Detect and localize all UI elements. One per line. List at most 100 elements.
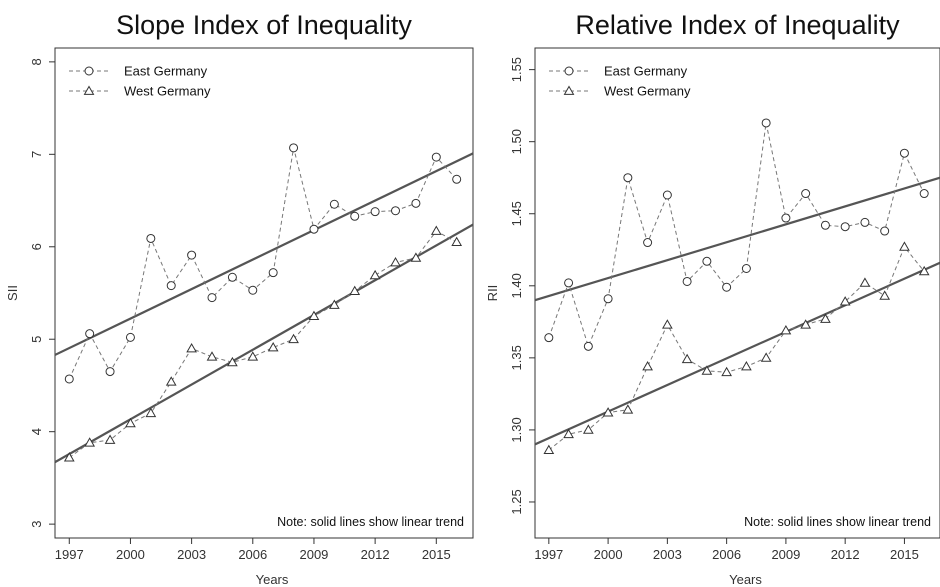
rii-west-point	[582, 424, 594, 434]
sii-west-point	[288, 333, 299, 344]
rii-y-tick-label: 1.50	[509, 129, 524, 154]
rii-west-point	[741, 360, 752, 371]
rii-east-series-line	[548, 122, 925, 348]
sii-y-tick-label: 7	[29, 151, 44, 158]
sii-west-point	[267, 342, 279, 352]
sii-east-point	[146, 233, 156, 243]
sii-east-point	[411, 198, 421, 208]
rii-west-point	[642, 360, 653, 371]
sii-west-point	[206, 351, 218, 361]
sii-west-trend-line	[55, 223, 473, 464]
sii-west-point	[369, 269, 381, 280]
rii-west-point	[879, 290, 891, 300]
rii-y-tick-label: 1.45	[509, 201, 524, 226]
rii-x-tick-label: 2006	[712, 547, 741, 562]
sii-chart-title: Slope Index of Inequality	[116, 10, 412, 40]
rii-y-tick-label: 1.55	[509, 57, 524, 82]
rii-x-tick-label: 2000	[594, 547, 623, 562]
sii-x-tick-label: 2012	[361, 547, 390, 562]
rii-legend-east-label: East Germany	[604, 64, 688, 79]
rii-trend-note: Note: solid lines show linear trend	[744, 515, 931, 529]
rii-x-axis-label: Years	[729, 572, 762, 587]
sii-x-tick-label: 2009	[299, 547, 328, 562]
sii-east-point	[370, 207, 380, 217]
rii-east-point	[722, 282, 732, 292]
sii-west-point	[410, 252, 422, 262]
rii-plot-frame	[534, 47, 940, 539]
rii-y-tick-label: 1.30	[509, 417, 524, 442]
rii-west-point	[780, 324, 792, 335]
rii-west-point	[701, 365, 713, 375]
rii-east-point	[880, 226, 890, 236]
sii-panel: Slope Index of Inequality 1997 2000 2003 200…	[5, 10, 474, 587]
sii-x-tick-label: 1997	[55, 547, 84, 562]
sii-west-point	[390, 256, 401, 267]
rii-legend-west-marker	[563, 85, 575, 95]
rii-x-tick-label: 2012	[831, 547, 860, 562]
sii-east-point	[329, 199, 339, 209]
sii-east-trend-line	[55, 152, 473, 356]
sii-west-point	[125, 417, 136, 428]
rii-east-point	[544, 333, 554, 343]
sii-west-point	[104, 434, 116, 444]
rii-east-point	[682, 276, 692, 286]
rii-west-point	[543, 444, 555, 454]
rii-west-point	[820, 313, 831, 323]
rii-east-point	[820, 220, 830, 230]
sii-y-tick-label: 5	[29, 336, 44, 343]
rii-east-point	[643, 238, 653, 248]
rii-y-tick-label: 1.25	[509, 489, 524, 514]
sii-west-point	[308, 310, 320, 320]
rii-legend-west-label: West Germany	[604, 84, 691, 99]
rii-west-point	[839, 296, 851, 306]
sii-legend-west-marker	[83, 85, 95, 95]
rii-east-point	[781, 213, 791, 223]
sii-west-point	[165, 376, 177, 386]
sii-east-point	[207, 293, 217, 303]
rii-east-point	[899, 148, 909, 158]
rii-west-point	[859, 277, 871, 287]
sii-plot-frame	[54, 47, 474, 539]
rii-west-trend-line	[535, 261, 940, 446]
sii-east-point	[268, 268, 278, 278]
sii-trend-note: Note: solid lines show linear trend	[277, 515, 464, 529]
rii-west-point	[563, 428, 574, 439]
rii-east-point	[860, 217, 870, 227]
sii-y-tick-label: 3	[29, 521, 44, 528]
rii-east-point	[564, 278, 574, 288]
rii-x-tick-label: 2015	[890, 547, 919, 562]
rii-west-point	[899, 241, 910, 251]
sii-east-point	[166, 281, 176, 291]
sii-x-tick-label: 2015	[422, 547, 451, 562]
rii-east-point	[583, 341, 593, 351]
sii-plot-area	[55, 143, 473, 464]
rii-east-point	[919, 189, 929, 199]
rii-east-point	[603, 294, 613, 304]
sii-west-point	[227, 356, 238, 367]
sii-y-tick-label: 6	[29, 243, 44, 250]
rii-chart-title: Relative Index of Inequality	[575, 10, 900, 40]
rii-west-point	[800, 319, 812, 329]
rii-west-point	[760, 352, 772, 362]
sii-east-point	[187, 250, 197, 260]
sii-west-point	[186, 342, 197, 353]
sii-east-point	[309, 224, 319, 234]
sii-east-point	[452, 174, 462, 184]
sii-legend-east-marker	[84, 66, 94, 76]
rii-east-trend-line	[535, 176, 940, 302]
sii-x-tick-label: 2006	[238, 547, 267, 562]
sii-y-tick-label: 8	[29, 58, 44, 65]
sii-x-tick-label: 2000	[116, 547, 145, 562]
rii-y-tick-label: 1.40	[509, 273, 524, 298]
rii-west-point	[681, 353, 693, 364]
sii-y-tick-label: 4	[29, 428, 44, 435]
rii-legend-east-marker	[564, 66, 574, 76]
sii-west-point	[349, 285, 361, 296]
sii-y-axis-label: SII	[5, 285, 20, 301]
rii-y-axis-label: RII	[485, 285, 500, 302]
sii-x-tick-label: 2003	[177, 547, 206, 562]
rii-east-point	[761, 118, 771, 128]
rii-east-point	[702, 256, 712, 266]
sii-east-point	[125, 332, 135, 342]
